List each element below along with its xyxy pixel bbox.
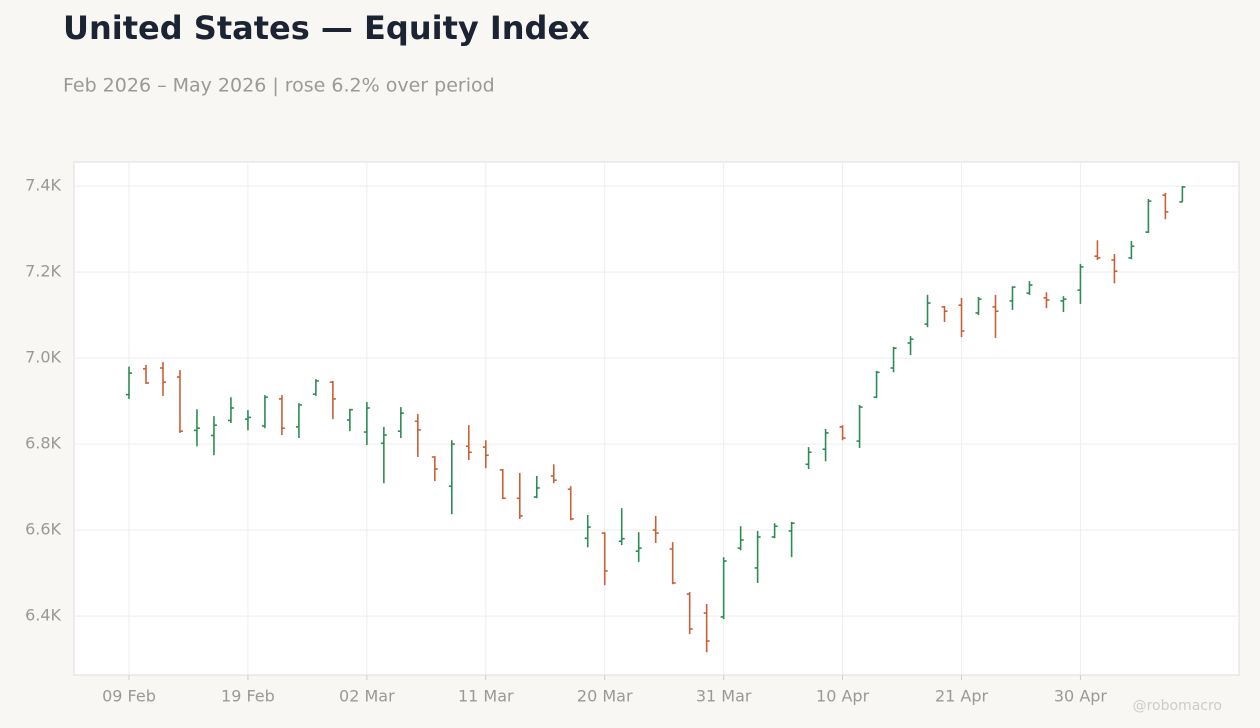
ohlc-bar <box>210 416 217 456</box>
ohlc-bar <box>601 532 608 586</box>
y-tick-label: 6.4K <box>25 606 61 625</box>
ohlc-bar <box>346 408 353 432</box>
ohlc-bar <box>873 370 880 399</box>
ohlc-bar <box>295 403 302 439</box>
ohlc-bar <box>720 557 727 620</box>
plot-area <box>73 161 1240 676</box>
ohlc-bar <box>329 380 336 420</box>
x-tick-label: 10 Apr <box>816 687 870 706</box>
ohlc-bar <box>618 508 625 546</box>
ohlc-bar <box>1111 254 1118 284</box>
ohlc-bar <box>244 410 251 431</box>
ohlc-bar <box>1145 198 1152 233</box>
ohlc-bar <box>193 409 200 447</box>
ohlc-bar <box>380 426 387 484</box>
ohlc-bar <box>397 407 404 439</box>
y-tick-label: 7.0K <box>25 348 61 367</box>
ohlc-bar <box>1043 292 1050 309</box>
ohlc-bar <box>975 297 982 316</box>
chart-title: United States — Equity Index <box>63 9 590 47</box>
ohlc-bar <box>465 425 472 460</box>
x-tick-label: 19 Feb <box>221 687 275 706</box>
ohlc-bar <box>414 413 421 457</box>
ohlc-bar <box>805 447 812 470</box>
ohlc-bar <box>856 404 863 448</box>
x-tick-label: 20 Mar <box>577 687 633 706</box>
ohlc-bar <box>363 401 370 445</box>
ohlc-bar <box>992 294 999 338</box>
x-tick-label: 31 Mar <box>696 687 752 706</box>
y-tick-label: 7.4K <box>25 176 61 195</box>
x-tick-label: 21 Apr <box>935 687 989 706</box>
ohlc-bar <box>890 346 897 373</box>
ohlc-bar <box>533 475 540 499</box>
ohlc-bar <box>499 469 506 500</box>
ohlc-bar <box>1009 286 1016 310</box>
ohlc-bar <box>159 361 166 396</box>
ohlc-bar <box>1094 240 1101 261</box>
ohlc-bar <box>482 440 489 469</box>
x-tick-label: 30 Apr <box>1054 687 1108 706</box>
ohlc-bar <box>907 336 914 356</box>
x-tick-label: 11 Mar <box>458 687 514 706</box>
ohlc-bar <box>227 397 234 424</box>
ohlc-bar <box>126 366 132 399</box>
ohlc-bar <box>1179 186 1186 203</box>
y-tick-label: 7.2K <box>25 262 61 281</box>
ohlc-bar <box>176 370 183 433</box>
x-tick-label: 02 Mar <box>339 687 395 706</box>
y-tick-label: 6.8K <box>25 434 61 453</box>
ohlc-bar <box>1026 281 1033 295</box>
ohlc-bar <box>771 523 778 539</box>
ohlc-bar <box>431 456 438 482</box>
ohlc-bar <box>686 592 693 635</box>
ohlc-bar <box>448 440 455 515</box>
ohlc-bar <box>737 526 744 551</box>
ohlc-bar <box>754 530 761 583</box>
ohlc-bar <box>584 515 591 548</box>
ohlc-bar <box>312 379 319 396</box>
watermark: @robomacro <box>1133 698 1222 714</box>
ohlc-bar <box>635 532 642 562</box>
ohlc-bar <box>652 515 659 543</box>
ohlc-bar <box>142 364 149 384</box>
ohlc-bar <box>703 604 710 653</box>
ohlc-bar <box>788 521 795 558</box>
ohlc-bar <box>1128 241 1135 260</box>
y-tick-label: 6.6K <box>25 520 61 539</box>
ohlc-bar <box>958 297 965 338</box>
ohlc-bar <box>550 464 557 484</box>
ohlc-bar <box>839 425 846 441</box>
ohlc-bar <box>941 306 948 322</box>
ohlc-bar <box>924 294 931 328</box>
ohlc-bar <box>567 486 574 521</box>
ohlc-bar <box>1060 296 1067 313</box>
ohlc-bar <box>1162 192 1169 220</box>
ohlc-bar <box>516 472 523 519</box>
chart-subtitle: Feb 2026 – May 2026 | rose 6.2% over per… <box>63 75 495 97</box>
ohlc-bar <box>278 395 285 436</box>
ohlc-bar <box>669 542 676 585</box>
ohlc-bar <box>261 395 268 429</box>
ohlc-bar <box>822 429 829 462</box>
x-tick-label: 09 Feb <box>102 687 156 706</box>
ohlc-bar <box>1077 263 1084 304</box>
